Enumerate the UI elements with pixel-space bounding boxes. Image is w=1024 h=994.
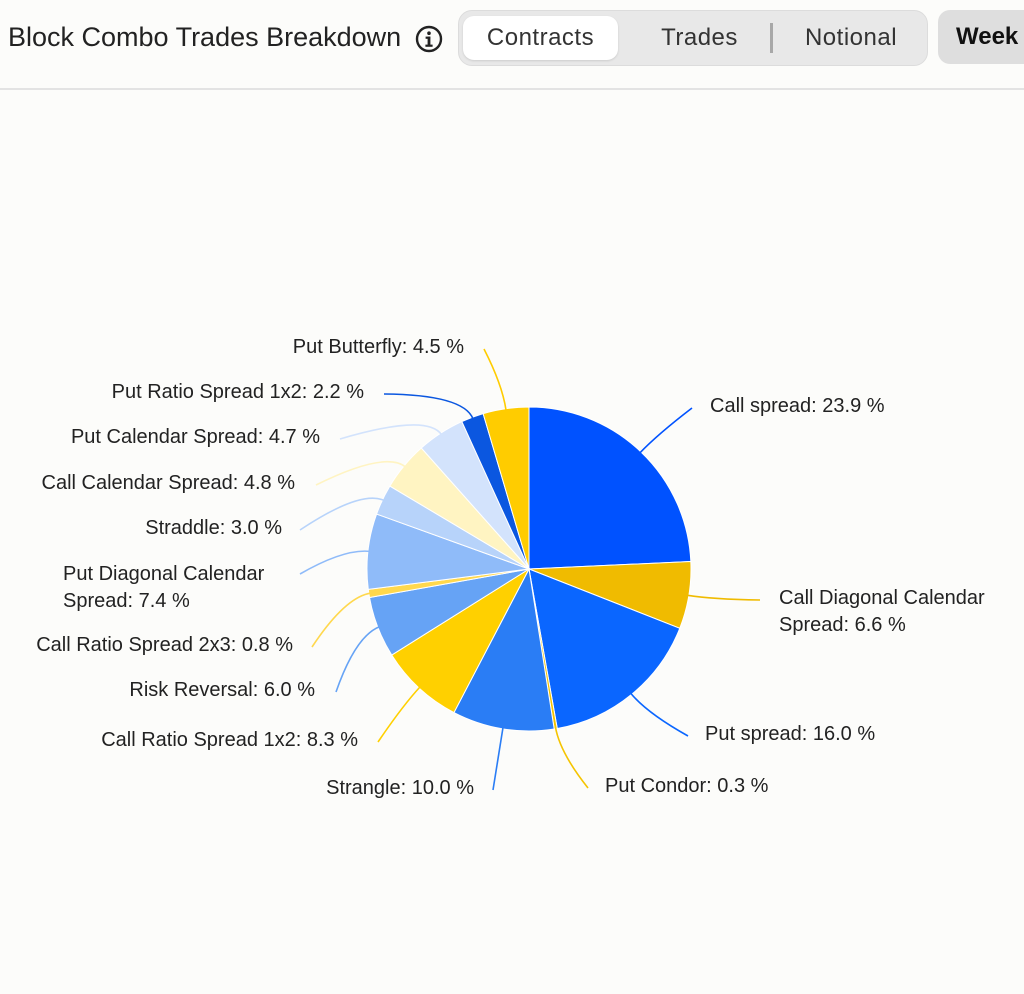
pie-chart: Call spread: 23.9 % Call Diagonal Calenda…: [36, 336, 985, 799]
pie-slice-label: Put spread: 16.0 %: [705, 723, 875, 745]
pie-label-connector: [339, 424, 443, 440]
pie-slice-label: Call Calendar Spread: 4.8 %: [42, 472, 296, 494]
tab-notional[interactable]: Notional: [804, 24, 898, 51]
pie-slice-label: Put Butterfly: 4.5 %: [293, 336, 464, 358]
pie-label-connector: [686, 594, 761, 601]
pie-slice-label: Call Diagonal Calendar Spread: 6.6 %: [779, 587, 985, 636]
pie-slice-label: Call Ratio Spread 2x3: 0.8 %: [36, 634, 293, 656]
pie-slice-label: Put Condor: 0.3 %: [605, 775, 769, 797]
pie-label-connector: [638, 407, 693, 454]
pie-slice-label: Put Ratio Spread 1x2: 2.2 %: [112, 381, 365, 403]
chart-header: Block Combo Trades Breakdown Contracts T…: [0, 0, 1024, 90]
pie-label-connector: [383, 393, 474, 420]
pie-slices: [366, 406, 692, 732]
pie-label-connector: [483, 348, 507, 411]
pie-slice-label: Call spread: 23.9 %: [710, 395, 885, 417]
pie-label-connector: [629, 692, 689, 737]
pie-label-connector: [315, 460, 407, 486]
tab-contracts[interactable]: Contracts: [463, 16, 618, 60]
pie-slice-label: Strangle: 10.0 %: [326, 777, 474, 799]
pie-label-connector: [311, 592, 371, 648]
pie-label-connector: [554, 726, 589, 789]
metric-toggle: Contracts Trades Notional: [458, 10, 928, 66]
pie-label-connectors: [299, 348, 761, 791]
pie-slice-label: Straddle: 3.0 %: [145, 517, 282, 539]
pie-label-connector: [492, 726, 504, 791]
pie-labels: Call spread: 23.9 % Call Diagonal Calenda…: [36, 336, 985, 799]
pie-label-connector: [377, 685, 421, 743]
pie-label-connector: [299, 550, 371, 575]
info-circle-icon[interactable]: [414, 24, 444, 54]
pie-slice-label: Put Diagonal Calendar Spread: 7.4 %: [63, 563, 265, 612]
pie-slice-label: Risk Reversal: 6.0 %: [129, 679, 315, 701]
tab-trades[interactable]: Trades: [661, 24, 738, 51]
pie-label-connector: [335, 625, 381, 693]
pie-slice-label: Call Ratio Spread 1x2: 8.3 %: [101, 729, 358, 751]
chart-title: Block Combo Trades Breakdown: [8, 22, 402, 52]
tab-divider: [770, 23, 773, 53]
period-week-button[interactable]: Week: [938, 10, 1024, 64]
pie-label-connector: [299, 497, 385, 531]
pie-slice-label: Put Calendar Spread: 4.7 %: [71, 426, 320, 448]
pie-slice[interactable]: [528, 406, 692, 570]
